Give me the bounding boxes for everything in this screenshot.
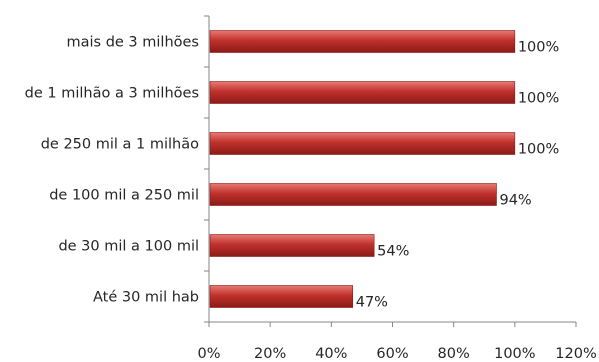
data-label: 100% [518, 40, 559, 56]
labels: mais de 3 milhões 100% de 1 milhão a 3 mil… [25, 35, 597, 362]
bar [209, 132, 516, 155]
x-tick-label: 120% [555, 346, 596, 362]
category-label: Até 30 mil hab [93, 290, 199, 306]
x-tick-label: 80% [438, 346, 470, 362]
data-label: 100% [518, 142, 559, 158]
axes [204, 15, 577, 327]
bars [209, 30, 516, 308]
x-tick-label: 0% [197, 346, 220, 362]
data-label: 47% [356, 295, 388, 311]
category-label: mais de 3 milhões [67, 35, 200, 51]
x-tick-label: 60% [376, 346, 408, 362]
category-label: de 250 mil a 1 milhão [41, 137, 199, 153]
x-tick-label: 100% [494, 346, 535, 362]
bar [209, 183, 497, 206]
bar [209, 234, 375, 257]
bar [209, 285, 354, 308]
bar [209, 30, 516, 53]
data-label: 94% [499, 193, 531, 209]
category-label: de 100 mil a 250 mil [49, 188, 199, 204]
category-label: de 30 mil a 100 mil [58, 239, 199, 255]
bar [209, 81, 516, 104]
x-tick-label: 40% [315, 346, 347, 362]
data-label: 100% [518, 91, 559, 107]
category-label: de 1 milhão a 3 milhões [25, 86, 199, 102]
data-label: 54% [377, 244, 409, 260]
x-tick-label: 20% [254, 346, 286, 362]
